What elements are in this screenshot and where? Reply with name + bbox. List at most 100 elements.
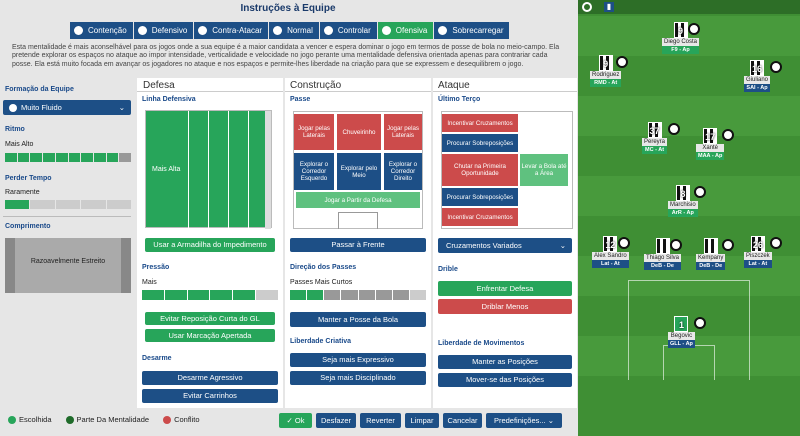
driblar-menos-button[interactable]: Driblar Menos [438, 299, 572, 314]
enfrentar-defesa-button[interactable]: Enfrentar Defesa [438, 281, 572, 296]
pitch-toolbar: ▮ [578, 0, 800, 14]
player-number: 1 [678, 320, 684, 330]
disciplinado-button[interactable]: Seja mais Disciplinado [290, 371, 426, 385]
comprimento-pitch[interactable]: Razoavelmente Estreito [5, 238, 131, 293]
expressivo-button[interactable]: Seja mais Expressivo [290, 353, 426, 367]
desfazer-button[interactable]: Desfazer [316, 413, 356, 428]
player-role: GLL - Ap [668, 340, 695, 348]
ritmo-value: Mais Alto [5, 141, 34, 148]
tab-sobrecarregar[interactable]: Sobrecarregar [434, 22, 510, 39]
cell-sobreposicoes-bottom[interactable]: Procurar Sobreposições [442, 188, 518, 206]
page-title: Instruções à Equipe [240, 3, 336, 14]
player-name: Pereyra [642, 138, 668, 146]
player-role: MAA - Ap [696, 152, 725, 160]
legend-label: Conflito [174, 415, 200, 424]
manter-posse-button[interactable]: Manter a Posse da Bola [290, 312, 426, 327]
cell-chutar[interactable]: Chutar na Primeira Oportunidade [442, 154, 518, 186]
club-badge-icon [770, 61, 782, 73]
player-card[interactable]: 17 Xanté MAA - Ap [696, 128, 734, 160]
player-name: Kempany [696, 254, 726, 262]
tab-ofensiva[interactable]: Ofensiva [377, 22, 434, 39]
evitar-carrinhos-button[interactable]: Evitar Carrinhos [142, 389, 278, 403]
cell-chuveirinho[interactable]: Chuveirinho [337, 114, 381, 150]
direcao-slider[interactable] [290, 290, 426, 300]
ok-button[interactable]: ✓ Ok [279, 413, 312, 428]
player-role: Lat - At [592, 260, 629, 268]
armadilha-button[interactable]: Usar a Armadilha do Impedimento [145, 238, 275, 252]
divider [248, 111, 249, 229]
legend-item: Escolhida [8, 415, 52, 425]
cell-jogar-defesa[interactable]: Jogar a Partir da Defesa [296, 192, 420, 208]
player-card[interactable]: 37 Pereyra MC - At [642, 122, 680, 154]
shirt-icon: 1 [674, 316, 689, 332]
tab-normal[interactable]: Normal [269, 22, 319, 39]
desarme-agressivo-button[interactable]: Desarme Agressivo [142, 371, 278, 385]
player-card[interactable]: 16 Giuliano SAI - Ap [744, 60, 782, 92]
cell-corredor-esquerdo[interactable]: Explorar o Corredor Esquerdo [294, 153, 334, 190]
drible-label: Drible [438, 266, 458, 273]
player-role: MC - At [642, 146, 668, 154]
pressao-slider[interactable] [142, 290, 278, 300]
player-name: Alex Sandro [592, 252, 629, 260]
perder-tempo-slider[interactable] [5, 200, 132, 209]
target-icon[interactable] [582, 2, 592, 12]
limpar-button[interactable]: Limpar [405, 413, 439, 428]
predefinicoes-button[interactable]: Predefinições... ⌄ [486, 413, 562, 428]
formation-dropdown[interactable]: Muito Fluido ⌄ [3, 100, 131, 115]
player-card[interactable]: 8 Marchisio ArR - Ap [668, 185, 706, 217]
marcacao-button[interactable]: Usar Marcação Apertada [145, 329, 275, 342]
player-name: Rodriguez [590, 71, 622, 79]
attack-icon [381, 26, 391, 35]
player-card[interactable]: Kempany DeB - De [696, 238, 734, 270]
manter-posicoes-button[interactable]: Manter as Posições [438, 355, 572, 369]
ritmo-slider[interactable] [5, 153, 132, 162]
direcao-label: Direção dos Passes [290, 264, 357, 271]
club-badge-icon [688, 23, 700, 35]
tab-label: Sobrecarregar [452, 26, 504, 35]
passar-frente-button[interactable]: Passar à Frente [290, 238, 426, 252]
construcao-panel: Construção Passe Jogar pelas Laterais Ch… [285, 78, 431, 408]
passe-label: Passe [290, 96, 311, 103]
mover-posicoes-button[interactable]: Mover-se das Posições [438, 373, 572, 387]
cell-jogar-laterais-left[interactable]: Jogar pelas Laterais [294, 114, 334, 150]
player-number: 9 [603, 59, 609, 69]
player-card[interactable]: 26 Piszczek Lat - At [744, 236, 782, 268]
player-card[interactable]: 12 Alex Sandro Lat - At [592, 236, 630, 268]
tab-contra-atacar[interactable]: Contra-Atacar [194, 22, 269, 39]
cell-levar-bola[interactable]: Levar a Bola até a Área [520, 154, 568, 186]
tab-controlar[interactable]: Controlar [319, 22, 377, 39]
formation-label: Formação da Equipe [5, 86, 74, 93]
cell-cruzamentos-bottom[interactable]: Incentivar Cruzamentos [442, 208, 518, 226]
cell-jogar-laterais-right[interactable]: Jogar pelas Laterais [384, 114, 422, 150]
cell-corredor-direito[interactable]: Explorar o Corredor Direito [384, 153, 422, 190]
club-badge-icon [722, 239, 734, 251]
reverter-button[interactable]: Reverter [360, 413, 401, 428]
bars-icon[interactable]: ▮ [604, 2, 614, 12]
cruzamentos-value: Cruzamentos Variados [446, 241, 522, 250]
evitar-reposicao-button[interactable]: Evitar Reposição Curta do GL [145, 312, 275, 325]
cancelar-button[interactable]: Cancelar [443, 413, 482, 428]
player-card[interactable]: 1 Begovic GLL - Ap [668, 316, 706, 348]
player-card[interactable]: Thiago Silva DeB - De [644, 238, 682, 270]
cruzamentos-dropdown[interactable]: Cruzamentos Variados ⌄ [438, 238, 572, 253]
divider [228, 111, 229, 229]
tab-defensivo[interactable]: Defensivo [133, 22, 194, 39]
shirt-icon: 12 [603, 236, 618, 252]
width-zone [15, 238, 121, 293]
mentality-description: Esta mentalidade é mais aconselhável par… [12, 44, 560, 68]
shirt-icon: 37 [647, 122, 662, 138]
liberdade-criativa-label: Liberdade Criativa [290, 338, 352, 345]
linha-defensiva-selector[interactable]: Mais Alta [145, 110, 272, 229]
club-badge-icon [618, 237, 630, 249]
player-name: Piszczek [744, 252, 772, 260]
shield-icon [74, 26, 83, 35]
player-card[interactable]: 9 Rodriguez RMD - At [590, 55, 628, 87]
dot-icon [8, 416, 16, 425]
predefinicoes-label: Predefinições... [493, 416, 546, 425]
player-role: Lat - At [744, 260, 772, 268]
cell-cruzamentos-top[interactable]: Incentivar Cruzamentos [442, 114, 518, 132]
cell-sobreposicoes-top[interactable]: Procurar Sobreposições [442, 134, 518, 152]
cell-meio[interactable]: Explorar pelo Meio [337, 153, 381, 190]
tab-contencao[interactable]: Contenção [70, 22, 133, 39]
player-card[interactable]: 9 Diego Costa F9 - Ap [662, 22, 700, 54]
